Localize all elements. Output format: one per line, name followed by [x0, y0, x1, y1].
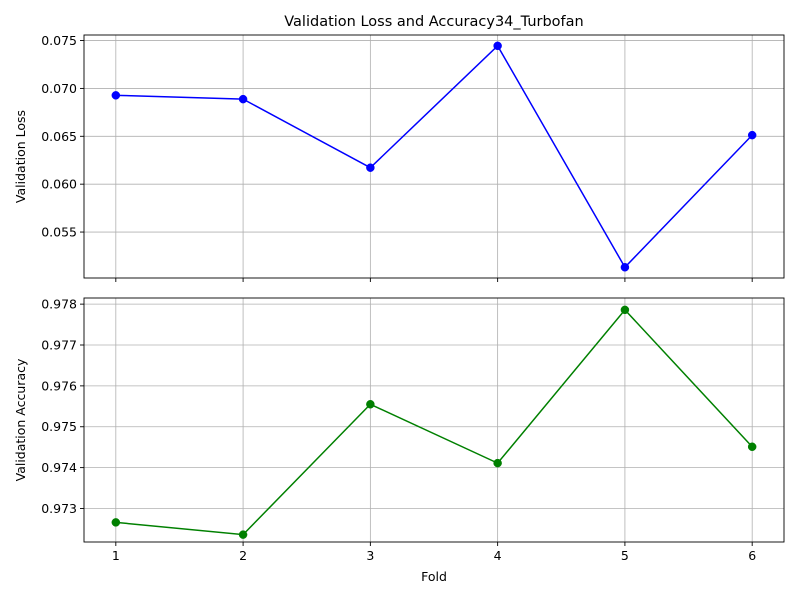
- loss-series-line: [115, 44, 753, 269]
- accuracy-x-axis-label: Fold: [421, 569, 447, 584]
- accuracy-panel: 1 2 3 4 5 6 0.973 0.974 0.975 0.976 0.977 0.978 Vali…: [13, 297, 785, 584]
- accuracy-point-fold-3: [366, 400, 375, 409]
- chart-title: Validation Loss and Accuracy34_Turbofan: [284, 14, 583, 30]
- accuracy-x-tick-label-1: 1: [112, 548, 120, 563]
- loss-panel: 0.055 0.060 0.065 0.070 0.075 Validation Loss: [13, 33, 785, 282]
- accuracy-y-tick-label-2: 0.974: [41, 460, 77, 475]
- accuracy-y-tick-label-6: 0.978: [41, 297, 77, 312]
- accuracy-x-tick-label-5: 5: [621, 548, 629, 563]
- accuracy-point-fold-1: [111, 518, 121, 527]
- loss-y-tick-label-1: 0.055: [41, 225, 77, 240]
- loss-point-fold-4: [493, 41, 502, 51]
- accuracy-x-tick-label-3: 3: [366, 548, 374, 563]
- accuracy-point-fold-6: [747, 442, 757, 452]
- loss-point-fold-2: [238, 94, 248, 104]
- accuracy-y-tick-label-1: 0.973: [41, 501, 77, 516]
- loss-point-fold-1: [111, 91, 121, 100]
- accuracy-point-fold-2: [238, 530, 248, 539]
- loss-point-fold-6: [747, 130, 757, 140]
- loss-point-fold-3: [366, 163, 375, 172]
- accuracy-point-fold-4: [493, 458, 502, 468]
- accuracy-series-line: [115, 308, 753, 536]
- accuracy-x-tick-label-6: 6: [748, 548, 756, 563]
- accuracy-y-tick-label-3: 0.975: [41, 419, 77, 434]
- accuracy-y-axis-label: Validation Accuracy: [13, 358, 28, 481]
- accuracy-y-tick-label-4: 0.976: [41, 378, 77, 393]
- loss-y-tick-label-4: 0.070: [41, 81, 77, 96]
- loss-axes-frame: [83, 34, 785, 279]
- loss-point-fold-5: [620, 263, 630, 272]
- loss-y-tick-label-2: 0.060: [41, 177, 77, 192]
- accuracy-point-fold-5: [620, 305, 630, 315]
- accuracy-x-tick-label-2: 2: [239, 548, 247, 563]
- loss-y-tick-label-5: 0.075: [41, 33, 77, 48]
- accuracy-y-tick-label-5: 0.977: [41, 338, 77, 353]
- loss-y-tick-label-3: 0.065: [41, 129, 77, 144]
- accuracy-axes-frame: [83, 297, 785, 543]
- accuracy-x-tick-label-4: 4: [494, 548, 502, 563]
- loss-y-axis-label: Validation Loss: [13, 110, 28, 203]
